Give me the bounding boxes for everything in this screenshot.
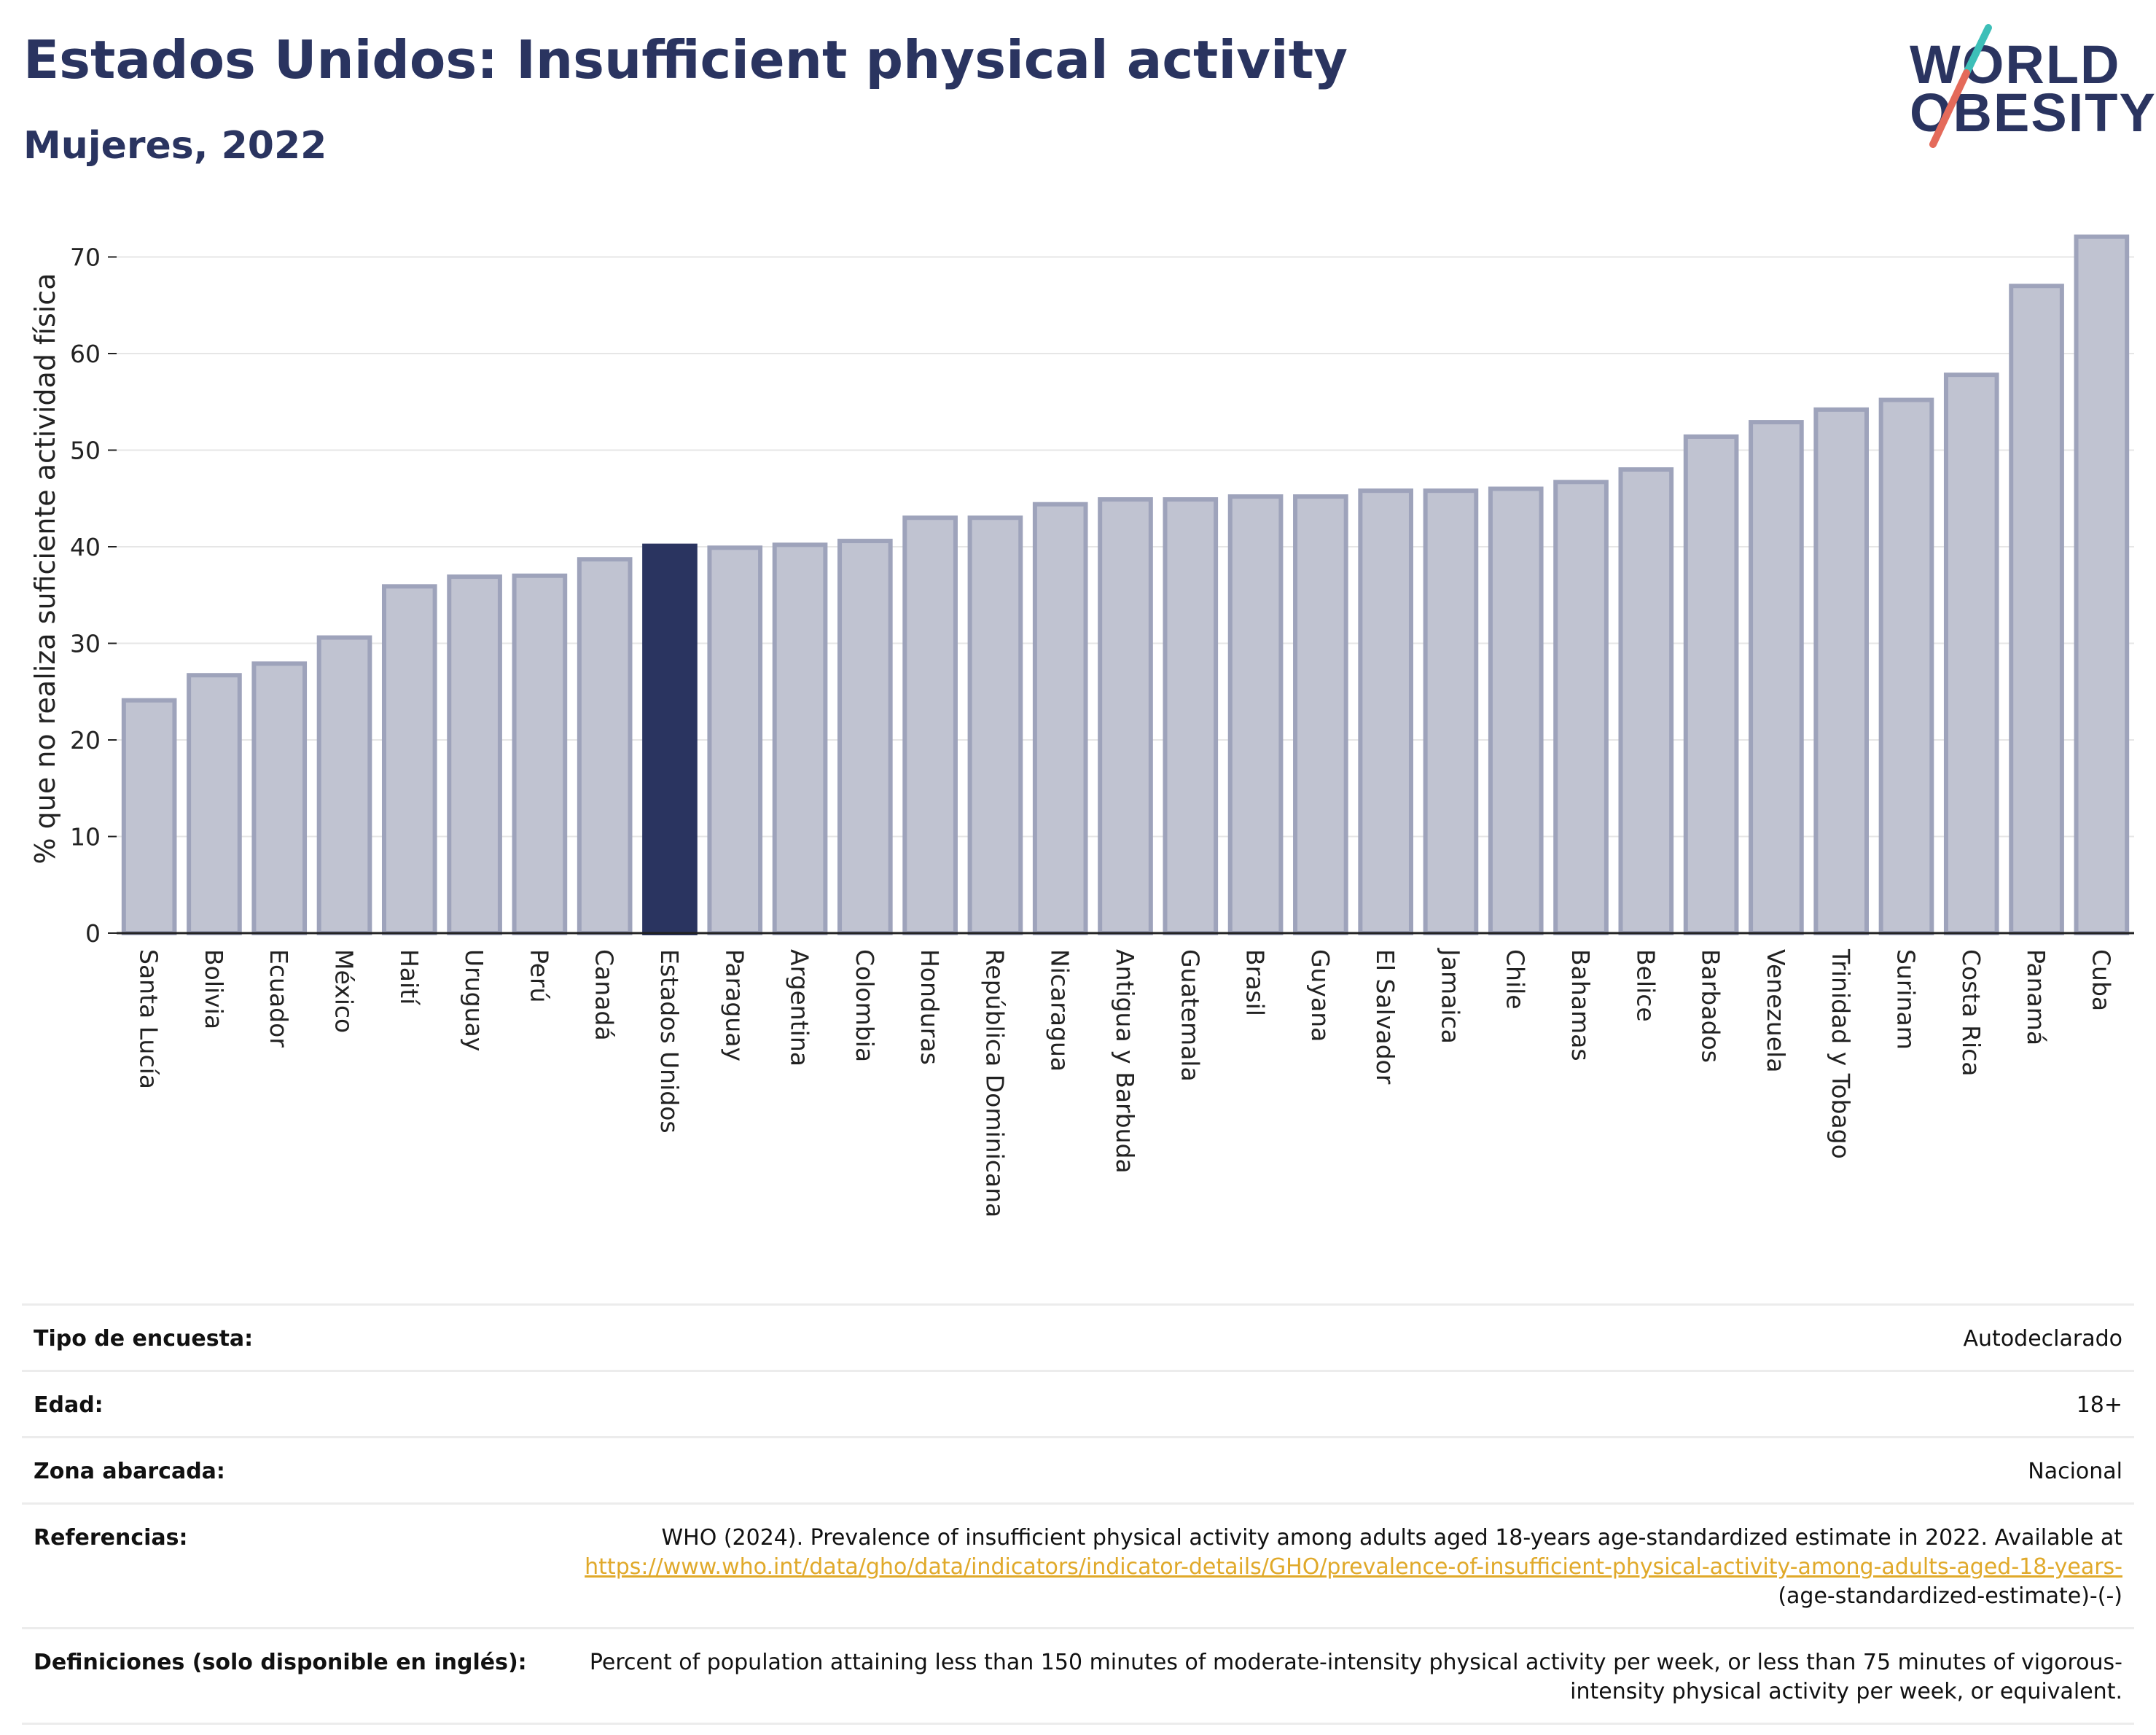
bar <box>2009 284 2064 935</box>
bar <box>837 539 893 935</box>
info-row-area: Zona abarcada: Nacional <box>22 1436 2134 1502</box>
world-obesity-logo: WORLD OBESITY <box>1895 22 2155 153</box>
bar <box>1032 502 1088 935</box>
info-key: Edad: <box>34 1392 103 1418</box>
bar <box>1683 434 1739 935</box>
bar <box>967 515 1023 935</box>
bar <box>1813 407 1870 935</box>
x-tick-label: Ecuador <box>265 949 293 1048</box>
x-tick-label: Jamaica <box>1436 948 1464 1044</box>
x-tick-label: Barbados <box>1697 949 1725 1063</box>
bar <box>1553 480 1609 935</box>
logo-slash-icon <box>1929 24 1992 148</box>
bar <box>1227 494 1284 935</box>
info-value: Percent of population attaining less tha… <box>589 1650 2122 1704</box>
y-axis-label: % que no realiza suficiente actividad fí… <box>29 273 61 865</box>
info-value: Nacional <box>2028 1459 2122 1484</box>
info-table: Tipo de encuesta: Autodeclarado Edad: 18… <box>22 1303 2134 1725</box>
bar <box>1293 494 1348 935</box>
x-tick-label: Nicaragua <box>1046 949 1074 1072</box>
bar <box>187 673 242 935</box>
x-tick-label: Guatemala <box>1176 949 1204 1082</box>
reference-link[interactable]: https://www.who.int/data/gho/data/indica… <box>585 1554 2122 1580</box>
bar <box>902 515 958 935</box>
x-tick-label: Trinidad y Tobago <box>1827 948 1855 1159</box>
bar <box>1943 373 1999 935</box>
reference-text-tail: (age-standardized-estimate)-(-) <box>1778 1583 2122 1609</box>
bar <box>1423 488 1479 935</box>
bar <box>707 545 763 935</box>
x-tick-label: Haití <box>395 949 423 1006</box>
x-tick-label: Santa Lucía <box>135 949 163 1089</box>
x-tick-label: Perú <box>525 949 553 1003</box>
x-tick-label: Belice <box>1631 949 1660 1022</box>
info-key: Definiciones (solo disponible en inglés)… <box>34 1650 527 1675</box>
y-tick-label: 70 <box>70 243 101 272</box>
x-tick-label: Estados Unidos <box>655 949 684 1134</box>
x-tick-label: Colombia <box>851 949 879 1062</box>
bar <box>577 557 633 935</box>
bar <box>381 584 437 935</box>
x-tick-label: Guyana <box>1306 949 1335 1042</box>
x-tick-label: Bolivia <box>200 949 228 1029</box>
bar <box>1878 397 1934 935</box>
bar <box>1098 497 1153 935</box>
x-tick-label: Panamá <box>2022 949 2050 1045</box>
info-key: Tipo de encuesta: <box>34 1326 254 1352</box>
x-tick-label: Bahamas <box>1566 949 1595 1061</box>
y-tick-label: 60 <box>70 340 101 368</box>
y-tick-label: 30 <box>70 630 101 658</box>
y-tick-label: 0 <box>85 919 101 948</box>
bar <box>1618 467 1674 935</box>
y-tick-label: 20 <box>70 726 101 755</box>
info-value: Autodeclarado <box>1963 1326 2122 1352</box>
x-tick-label: Surinam <box>1891 949 1920 1050</box>
y-tick-label: 10 <box>70 823 101 851</box>
bar <box>1358 488 1413 935</box>
reference-text: WHO (2024). Prevalence of insufficient p… <box>661 1525 2122 1551</box>
bar <box>1163 497 1219 935</box>
bar <box>1749 420 1804 935</box>
bar <box>121 698 177 935</box>
y-tick-label: 50 <box>70 437 101 465</box>
bar-chart: 0 10 20 30 40 50 60 70 Santa Lucía Bolivia Ecuado… <box>29 234 2134 1217</box>
x-tick-label: México <box>330 949 359 1033</box>
x-tick-label: Costa Rica <box>1957 949 1985 1077</box>
info-key: Referencias: <box>34 1525 188 1551</box>
info-row-age: Edad: 18+ <box>22 1370 2134 1436</box>
x-tick-label: Paraguay <box>720 949 749 1061</box>
y-tick-label: 40 <box>70 533 101 561</box>
x-tick-label: Honduras <box>915 949 944 1065</box>
info-value: 18+ <box>2076 1392 2122 1418</box>
bar <box>2074 234 2130 935</box>
logo-line-1: WORLD <box>1910 34 2121 95</box>
chart-bars <box>121 234 2130 935</box>
info-row-references: Referencias: WHO (2024). Prevalence of i… <box>22 1502 2134 1627</box>
x-tick-label: Uruguay <box>460 949 488 1051</box>
bar <box>772 542 828 935</box>
info-row-definitions: Definiciones (solo disponible en inglés)… <box>22 1627 2134 1725</box>
x-tick-label: Argentina <box>786 949 814 1067</box>
x-axis: Santa Lucía Bolivia Ecuador México Haití Urug… <box>117 932 2134 1217</box>
page-title: Estados Unidos: Insufficient physical ac… <box>23 29 1348 90</box>
page-subtitle: Mujeres, 2022 <box>23 124 327 168</box>
x-tick-label: El Salvador <box>1371 949 1399 1085</box>
bar <box>251 661 308 935</box>
x-tick-label: República Dominicana <box>980 949 1009 1217</box>
bar <box>447 574 502 935</box>
info-key: Zona abarcada: <box>34 1459 225 1484</box>
bar <box>316 635 372 935</box>
x-tick-label: Venezuela <box>1762 949 1790 1072</box>
x-tick-label: Chile <box>1501 949 1530 1010</box>
info-row-survey-type: Tipo de encuesta: Autodeclarado <box>22 1303 2134 1370</box>
y-axis: 0 10 20 30 40 50 60 70 <box>70 243 117 948</box>
bar <box>512 573 568 935</box>
x-tick-label: Brasil <box>1241 949 1270 1016</box>
x-tick-label: Canadá <box>590 949 619 1041</box>
info-value: WHO (2024). Prevalence of insufficient p… <box>577 1524 2122 1611</box>
bar <box>1488 486 1544 935</box>
x-tick-label: Cuba <box>2087 949 2115 1011</box>
x-tick-label: Antigua y Barbuda <box>1111 949 1139 1174</box>
bar-highlight <box>642 543 698 935</box>
